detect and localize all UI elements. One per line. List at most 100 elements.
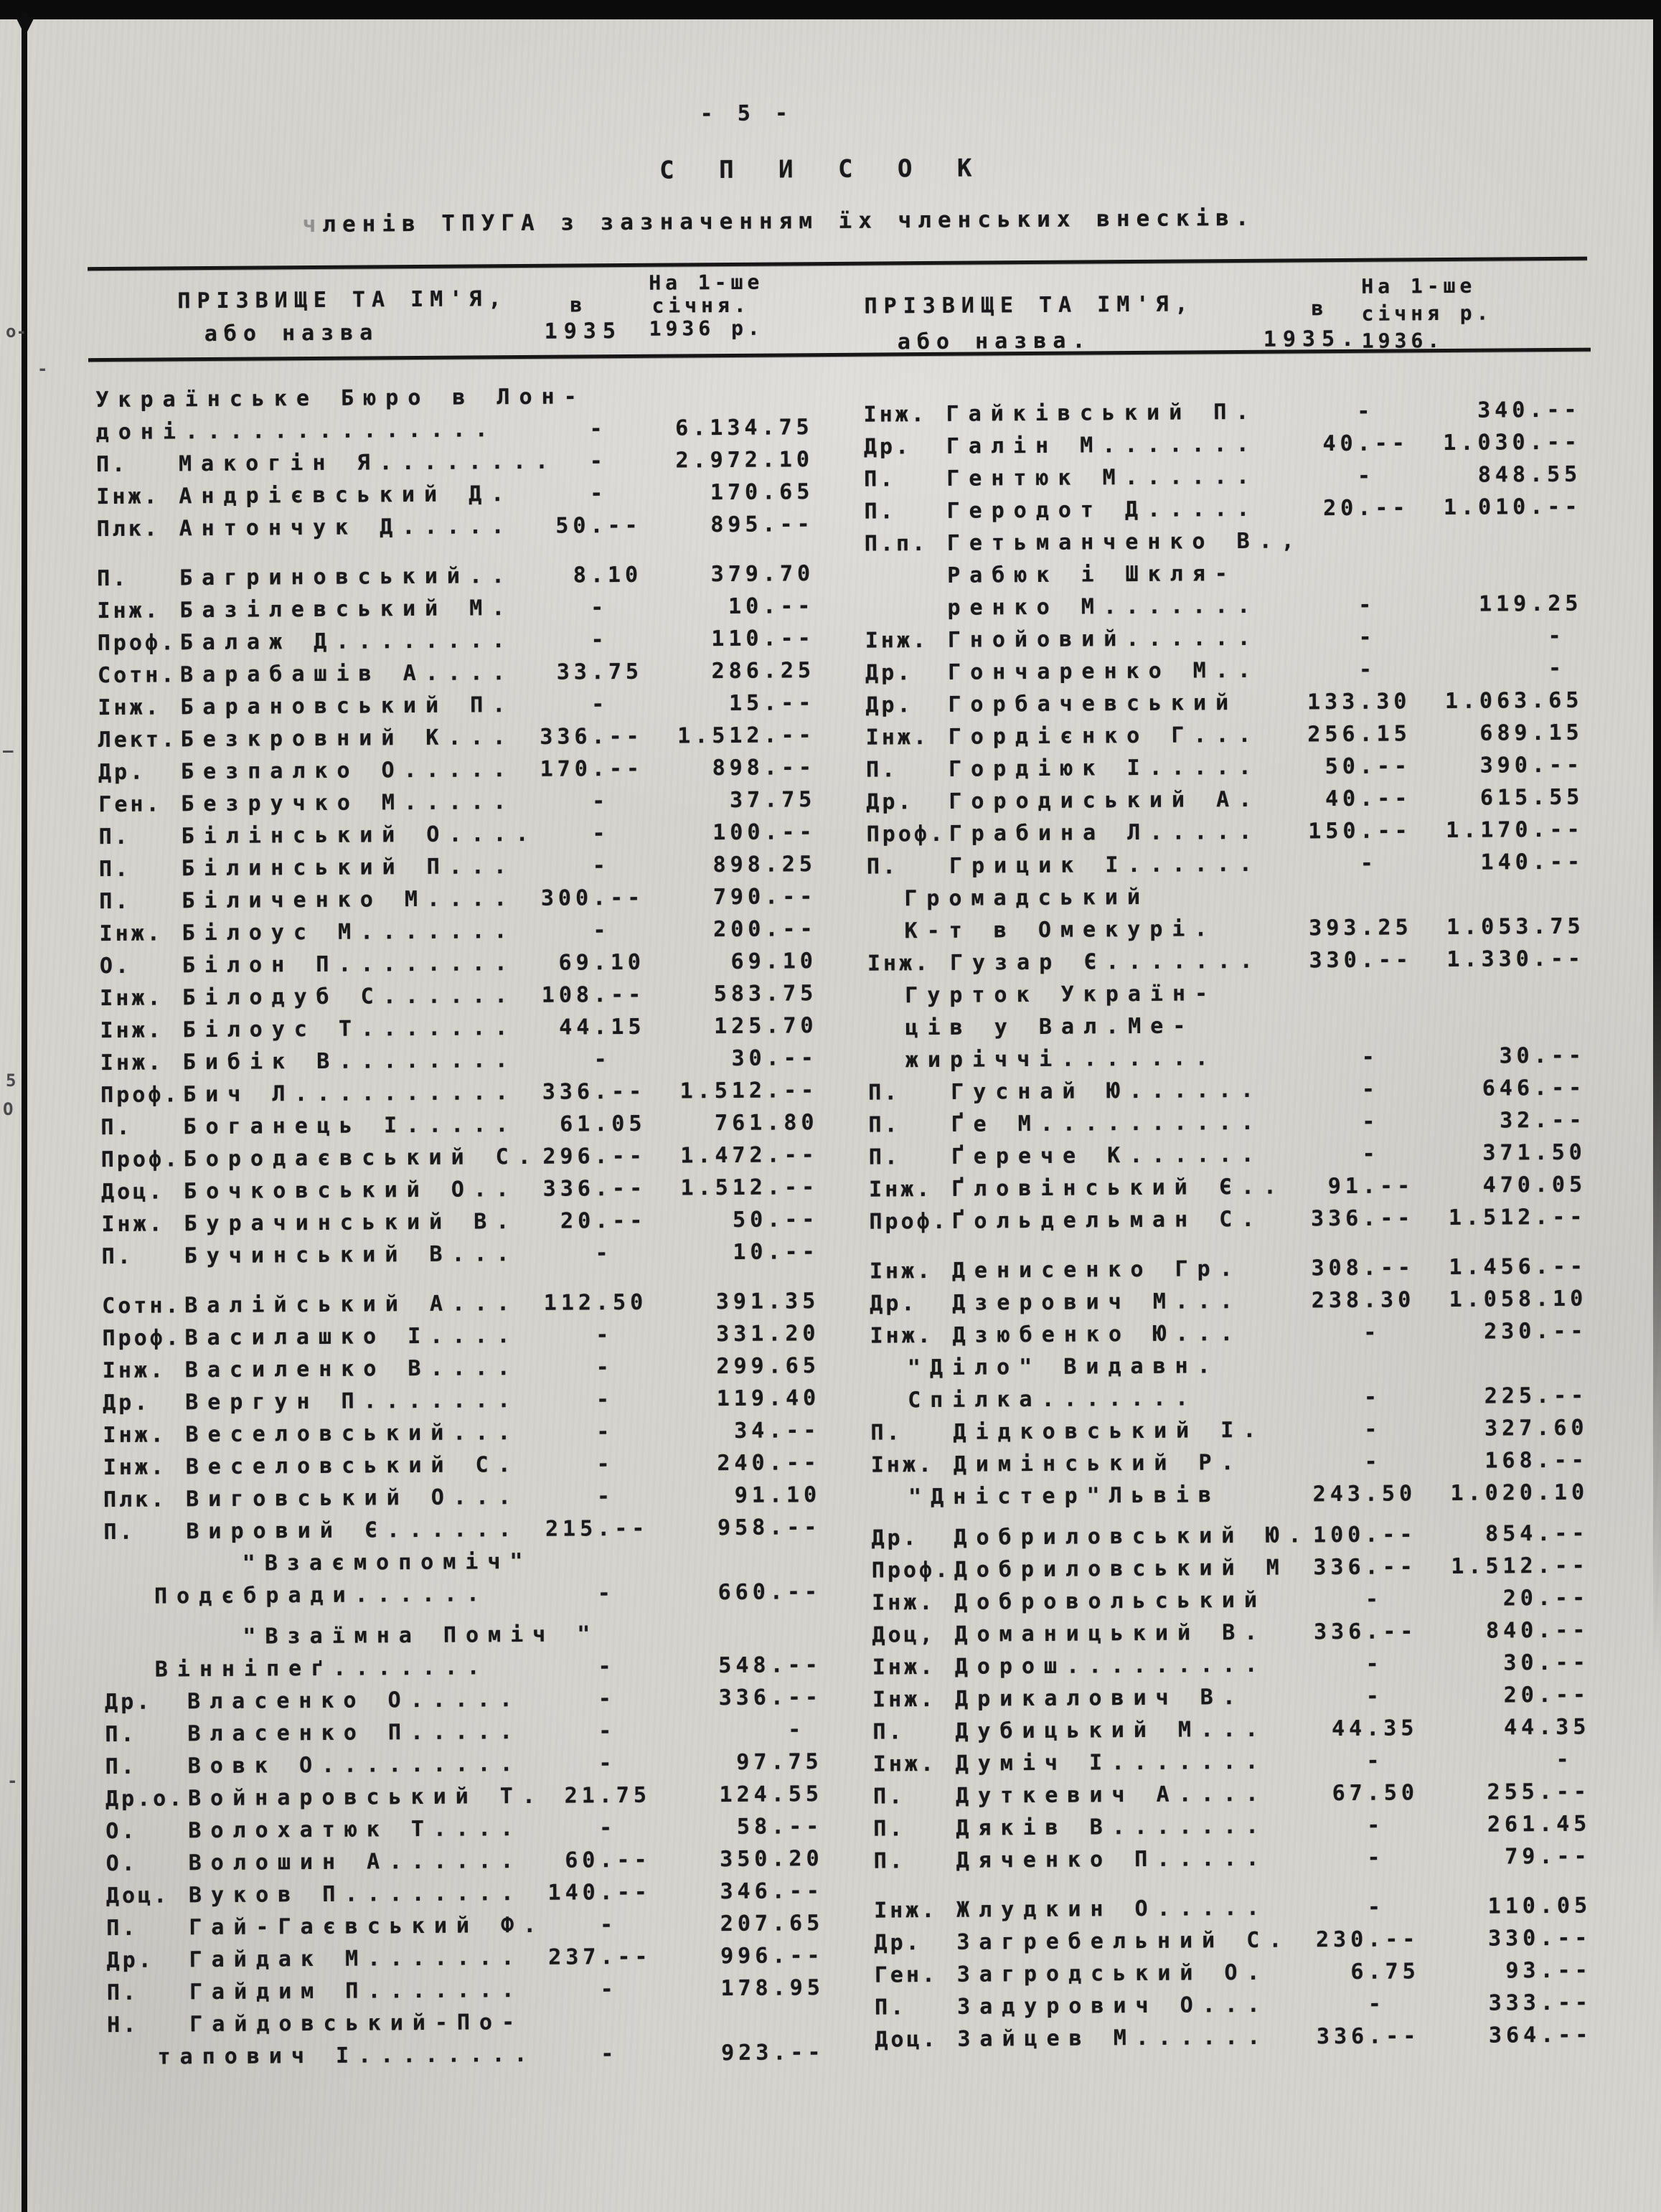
table-row: Др. Горбачевський 133.30 1.063.65 [865,684,1583,722]
amount-1935: - [1363,1384,1416,1410]
amount-1935: 44.35 [1331,1716,1418,1742]
member-name: Василенко В.... [184,1355,519,1383]
member-title: Інж. [96,484,160,510]
member-title: Інж. [98,695,161,721]
member-title: Інж. [872,1654,936,1680]
margin-artifact: 5 [6,1070,17,1091]
amount-1935: 330.-- [1309,947,1413,974]
amount-1936: 689.15 [1479,720,1584,746]
amount-1935: 215.-- [545,1515,649,1542]
member-name: Добровольський [954,1587,1267,1615]
amount-1936: 1.512.-- [1451,1553,1589,1579]
table-row: Др. Власенко О..... - 336.-- [105,1681,822,1718]
amount-1935: - [598,1653,650,1680]
member-name: "Взаїмна Поміч " [243,1622,600,1649]
table-row: Інж. Барановський П. - 15.-- [98,687,815,724]
member-name: Бородаєвський С. [183,1144,540,1172]
amount-1935 [1266,579,1410,580]
member-name: Дяченко П..... [956,1845,1269,1873]
document-subtitle: членів ТПУГА з зазначенням їх членських … [303,205,1256,237]
member-name: Дзюбенко Ю... [952,1320,1243,1348]
member-title: П. [872,1719,905,1745]
member-name: К-т в Омекурі. [904,916,1217,944]
amount-1936: 240.-- [717,1450,821,1477]
amount-1935: - [1365,1586,1418,1612]
amount-1935: - [593,917,645,943]
amount-1935: 238.30 [1311,1287,1416,1314]
member-title: Інж. [870,1452,935,1478]
amount-1935: - [590,594,643,621]
member-name: Безкровний К... [180,725,515,753]
member-name: Бочковський О.. [183,1177,519,1205]
member-name: Дзерович М... [952,1289,1243,1316]
table-row: П. Ґерече К...... - 371.50 [869,1136,1586,1174]
member-name: Громадський [904,884,1150,912]
member-name: Грицик І...... [949,851,1261,879]
amount-1936: 30.-- [1503,1649,1590,1676]
amount-1936: 1.170.-- [1446,816,1584,844]
amount-1936: 340.-- [1477,397,1581,423]
amount-1935: - [1358,592,1411,618]
table-row: Інж. Думіч І....... - - [873,1743,1591,1781]
member-title: П. [872,1784,905,1809]
member-name: Гузар Є....... [949,948,1262,976]
amount-1936: 79.-- [1505,1843,1591,1870]
member-title: Інж. [872,1686,936,1713]
table-row: Др. Дзерович М... 238.30 1.058.10 [870,1283,1587,1320]
table-row: Гурток Україн- [867,975,1585,1012]
member-name: Гуснай Ю...... [951,1077,1264,1105]
table-row: Інж. Гузар Є....... 330.-- 1.330.-- [867,943,1585,980]
member-title: Сотн. [102,1293,182,1319]
table-row: Інж. Димінський Р. - 168.-- [871,1444,1589,1482]
member-title: Проф. [102,1325,182,1352]
table-row: "Дністер"Львів 243.50 1.020.10 [871,1477,1589,1514]
amount-1935: - [592,788,644,814]
member-title: П. [868,1144,901,1170]
member-title: Др. [98,759,146,786]
scan-edge-right [1653,0,1661,1661]
amount-1935: - [1364,1416,1416,1442]
amount-1935: 91.-- [1327,1173,1415,1200]
amount-1936: 225.-- [1484,1383,1589,1409]
member-name: "Взаємопоміч" [242,1548,532,1576]
amount-1936: 286.25 [711,658,816,684]
amount-1936: 583.75 [713,981,818,1007]
amount-1936 [641,402,813,403]
member-title: Доц. [100,1179,165,1205]
amount-1935 [1272,1371,1416,1372]
amount-1936 [1413,1030,1586,1032]
member-name: Добриловський Ю. [954,1522,1311,1550]
table-row: Рабюк і Шкля- [865,555,1582,593]
member-name: Бурачинський В. [184,1209,519,1237]
amount-1936 [1410,546,1582,547]
amount-1935: - [596,1418,649,1445]
amount-1936 [1413,998,1585,999]
member-title: Інж. [863,402,927,428]
member-title: П. [98,824,131,850]
amount-1935: 296.-- [542,1143,646,1169]
col-header-v-left: в [570,293,587,317]
member-name: Загребельний С. [956,1927,1291,1955]
amount-1935: 336.-- [1316,2023,1421,2050]
amount-1935: - [1361,1044,1413,1070]
amount-1936: 110.05 [1487,1893,1592,1919]
amount-1936: - [1548,623,1583,649]
member-name: "Діло" Видавн. [907,1353,1220,1381]
amount-1935: 336.-- [542,1175,647,1202]
member-title: Др. [104,1689,153,1716]
table-row: Українське Бюро в Лон- [95,379,813,416]
amount-1936: 1.330.-- [1446,946,1586,972]
members-table-left: Українське Бюро в Лон- доні.............… [95,379,824,2074]
table-row: Др. Галін М....... 40.-- 1.030.-- [864,426,1581,463]
table-row: К-т в Омекурі. 393.25 1.053.75 [867,910,1584,948]
table-row: Доц. Зайцев М...... 336.-- 364.-- [875,2019,1592,2056]
amount-1936: 69.10 [730,949,818,974]
amount-1935: 69.10 [558,949,646,976]
member-name: Безручко М..... [181,789,516,817]
amount-1935: - [596,1354,648,1380]
member-title: Інж. [100,985,164,1012]
table-row: жиріччі....... - 30.-- [868,1040,1586,1077]
member-name: Дорош......... [954,1652,1267,1680]
col-header-name-left: ПРІЗВИЩЕ ТА ІМ'Я, [177,286,508,314]
amount-1935: 336.-- [1310,1205,1415,1232]
